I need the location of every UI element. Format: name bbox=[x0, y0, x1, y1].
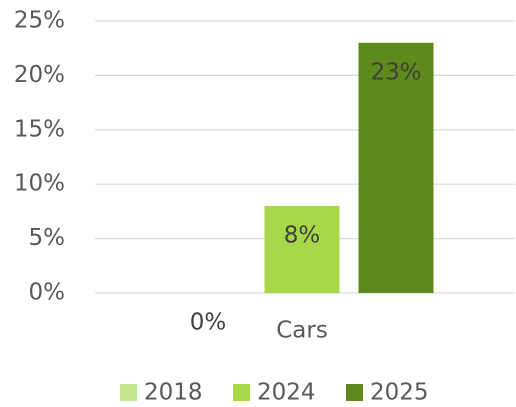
legend-label: 2024 bbox=[257, 380, 316, 406]
y-tick-label: 15% bbox=[14, 116, 65, 142]
legend-swatch bbox=[233, 384, 250, 401]
y-tick-label: 10% bbox=[14, 171, 65, 197]
legend-swatch bbox=[346, 384, 363, 401]
y-tick-label: 25% bbox=[14, 8, 65, 34]
bar bbox=[264, 205, 340, 293]
y-tick-label: 20% bbox=[14, 62, 65, 88]
y-tick-label: 0% bbox=[29, 280, 66, 306]
legend-label: 2025 bbox=[370, 380, 429, 406]
data-label: 23% bbox=[370, 59, 421, 85]
x-tick-label: Cars bbox=[276, 318, 328, 344]
data-label: 8% bbox=[284, 222, 321, 248]
data-label: 0% bbox=[190, 310, 227, 336]
y-tick-label: 5% bbox=[29, 225, 66, 251]
legend-swatch bbox=[120, 384, 137, 401]
bar bbox=[358, 42, 434, 294]
legend-label: 2018 bbox=[144, 380, 203, 406]
